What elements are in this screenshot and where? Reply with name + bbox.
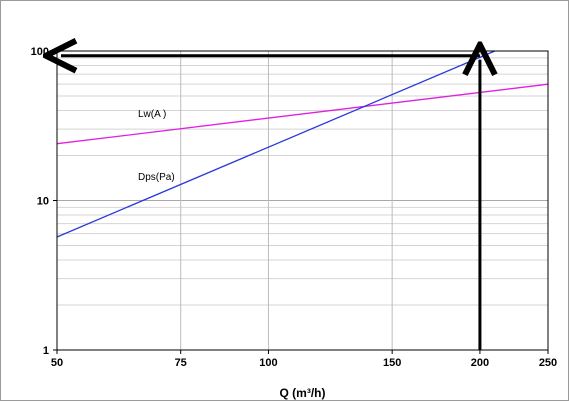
axes	[53, 50, 549, 354]
series-layer	[56, 50, 549, 238]
x-axis-label: Q (m³/h)	[280, 386, 326, 400]
series-line-lwa	[56, 83, 549, 145]
grid	[56, 50, 549, 351]
x-tick-label: 200	[471, 357, 489, 369]
y-tick-label: 100	[31, 46, 49, 58]
x-tick-label: 100	[259, 357, 277, 369]
x-tick-label: 150	[383, 357, 401, 369]
y-tick-label: 1	[43, 345, 49, 357]
y-tick-label: 10	[37, 196, 49, 208]
x-tick-label: 250	[539, 357, 557, 369]
labels: Lw(A ) Dps(Pa) 1 10 100 50 75 100 150 200 250 Q (m³…	[31, 46, 558, 400]
series-label: Lw(A )	[138, 109, 166, 120]
series-label: Dps(Pa)	[138, 172, 175, 183]
annotation-arrows	[61, 56, 480, 350]
series-line-dps	[56, 50, 496, 238]
x-tick-label: 75	[175, 357, 187, 369]
x-tick-label: 50	[51, 357, 63, 369]
